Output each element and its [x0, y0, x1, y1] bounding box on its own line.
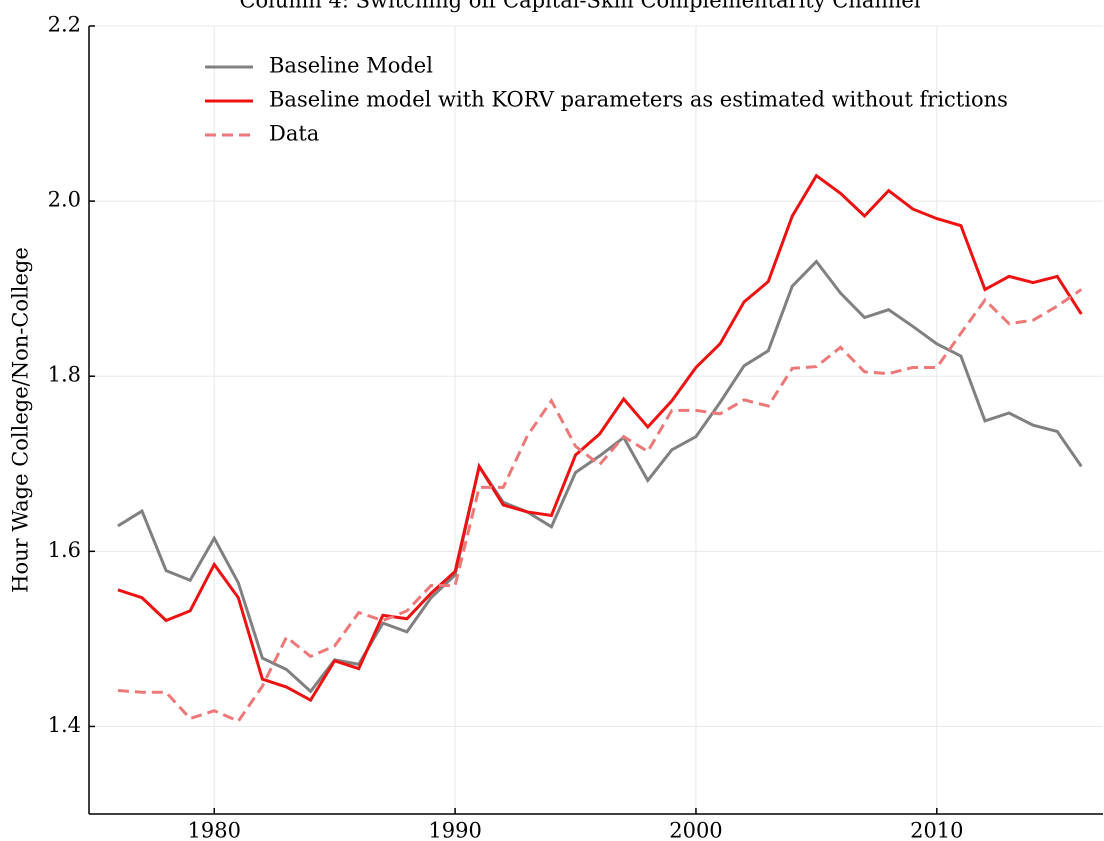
y-tick-label: 1.8	[48, 363, 81, 387]
x-tick-label: 2000	[669, 819, 722, 841]
series-line	[117, 173, 1083, 703]
legend-label: Baseline model with KORV parameters as e…	[269, 88, 1008, 112]
legend-label: Data	[269, 122, 319, 146]
series-line	[117, 259, 1083, 694]
chart-title: Column 4: Switching off Capital-Skill Co…	[239, 0, 920, 13]
y-tick-label: 1.4	[48, 713, 81, 737]
y-axis-label: Hour Wage College/Non-College	[9, 247, 33, 593]
y-tick-label: 1.6	[48, 538, 81, 562]
x-tick-label: 1980	[188, 819, 241, 841]
y-tick-label: 2.0	[48, 188, 81, 212]
y-tick-label: 2.2	[48, 13, 81, 37]
series-line	[117, 288, 1083, 724]
x-tick-label: 2010	[910, 819, 963, 841]
x-tick-label: 1990	[428, 819, 481, 841]
legend-label: Baseline Model	[269, 54, 433, 78]
